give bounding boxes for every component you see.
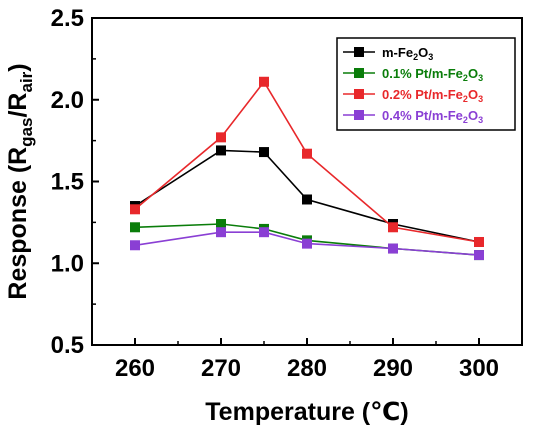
y-tick-label: 1.5 bbox=[51, 169, 84, 196]
legend-marker bbox=[354, 47, 364, 57]
y-axis-label-part: gas bbox=[17, 118, 36, 147]
y-tick-label: 2.5 bbox=[51, 5, 84, 32]
legend-label-part: m-Fe bbox=[382, 45, 413, 60]
legend-label-part: 0.1% Pt/m-Fe bbox=[382, 66, 463, 81]
series-3-point bbox=[216, 227, 226, 238]
series-3-point bbox=[474, 250, 484, 261]
legend-label-part: 3 bbox=[428, 52, 433, 62]
legend-label-part: O bbox=[468, 108, 478, 123]
legend-label-part: O bbox=[468, 87, 478, 102]
x-tick-label: 260 bbox=[115, 355, 155, 382]
legend-label-part: 3 bbox=[478, 73, 483, 83]
series-2-point bbox=[130, 204, 140, 215]
series-3-point bbox=[388, 243, 398, 254]
series-3-point bbox=[259, 227, 269, 238]
legend-label: 0.4% Pt/m-Fe2O3 bbox=[382, 108, 483, 125]
series-0-point bbox=[259, 147, 269, 158]
y-tick-label: 2.0 bbox=[51, 87, 84, 114]
series-3-point bbox=[130, 240, 140, 251]
legend-label-part: 0.4% Pt/m-Fe bbox=[382, 108, 463, 123]
legend-label: 0.2% Pt/m-Fe2O3 bbox=[382, 87, 483, 104]
legend-label-part: 3 bbox=[478, 94, 483, 104]
series-2-point bbox=[388, 222, 398, 233]
legend-label-part: O bbox=[418, 45, 428, 60]
series-2-point bbox=[302, 148, 312, 159]
legend-label: m-Fe2O3 bbox=[382, 45, 433, 62]
x-tick-label: 300 bbox=[459, 355, 499, 382]
x-tick-label: 280 bbox=[287, 355, 327, 382]
y-tick-label: 1.0 bbox=[51, 250, 84, 277]
y-tick-label: 0.5 bbox=[51, 332, 84, 359]
series-line-0 bbox=[134, 149, 480, 243]
series-line-3 bbox=[134, 231, 480, 256]
series-3-point bbox=[302, 238, 312, 249]
series-0-point bbox=[216, 145, 226, 156]
legend-marker bbox=[354, 89, 364, 99]
legend-label-part: 2 bbox=[463, 115, 468, 125]
series-lines bbox=[134, 80, 480, 256]
legend-label-part: 2 bbox=[463, 94, 468, 104]
series-2-point bbox=[474, 236, 484, 247]
y-axis-label-part: ) bbox=[4, 63, 32, 71]
y-axis-label: Response (Rgas/Rair) bbox=[4, 63, 36, 299]
series-1-point bbox=[216, 219, 226, 230]
y-axis-label-part: /R bbox=[4, 93, 32, 118]
legend-label-part: 2 bbox=[413, 52, 418, 62]
y-axis-label-part: Response (R bbox=[4, 147, 32, 300]
legend-label-part: 2 bbox=[463, 73, 468, 83]
series-2-point bbox=[216, 132, 226, 143]
series-line-2 bbox=[134, 80, 480, 243]
legend-marker bbox=[354, 110, 364, 120]
series-0-point bbox=[302, 194, 312, 205]
axis-ticks: 260 270 280 290 300 0.5 1.0 1.5 2.0 2.5 bbox=[51, 5, 523, 382]
legend-label: 0.1% Pt/m-Fe2O3 bbox=[382, 66, 483, 83]
x-tick-label: 290 bbox=[373, 355, 413, 382]
series-markers bbox=[130, 76, 484, 261]
legend-label-part: O bbox=[468, 66, 478, 81]
series-2-point bbox=[259, 76, 269, 87]
legend-label-part: 3 bbox=[478, 115, 483, 125]
series-1-point bbox=[130, 222, 140, 233]
x-tick-label: 270 bbox=[201, 355, 241, 382]
legend-label-part: 0.2% Pt/m-Fe bbox=[382, 87, 463, 102]
x-axis-label: Temperature (℃) bbox=[205, 398, 408, 426]
y-axis-label-part: air bbox=[17, 71, 36, 92]
legend-marker bbox=[354, 68, 364, 78]
